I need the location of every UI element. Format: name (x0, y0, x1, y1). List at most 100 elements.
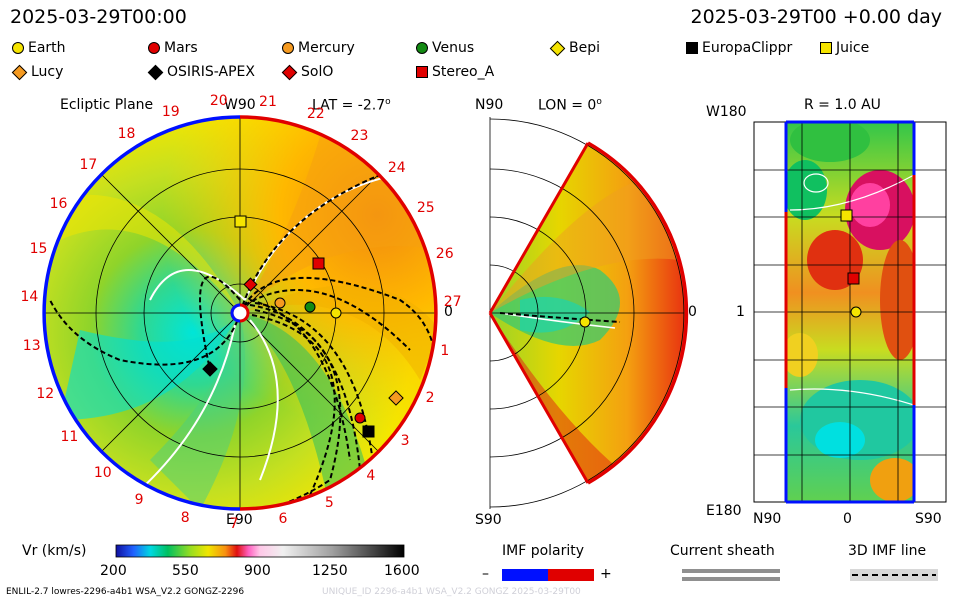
circle-marker-icon (12, 42, 24, 54)
legend-label: Stereo_A (432, 64, 495, 80)
carrington-label: 21 (259, 93, 277, 110)
meridional-panel (488, 117, 689, 509)
carrington-label: 14 (20, 289, 39, 306)
legend-item-juice: Juice (820, 40, 869, 56)
ecl-mercury (274, 297, 286, 309)
legend-label: Mercury (298, 40, 355, 56)
carrington-label: 16 (49, 195, 68, 212)
carrington-label: 3 (400, 432, 410, 449)
carrington-label: 25 (416, 200, 435, 217)
carrington-label: 22 (306, 105, 325, 122)
colorbar-tick-200: 200 (100, 563, 127, 579)
legend-label: Venus (432, 40, 475, 56)
meridional-lon-label: LON = 0o (538, 97, 602, 114)
radial-x-label-0: 0 (843, 511, 852, 527)
imf-negative-swatch (502, 569, 548, 581)
carrington-label: 1 (440, 343, 450, 360)
ecliptic-title: Ecliptic Plane (60, 97, 154, 113)
ecl-earth (330, 307, 342, 319)
meridional-right-label: 0 (688, 304, 697, 320)
footer-right: UNIQUE_ID 2296-a4b1 WSA_V2.2 GONGZ 2025-… (322, 587, 581, 597)
legend-item-europaclippr: EuropaClippr (686, 40, 792, 56)
footer-left: ENLIL-2.7 lowres-2296-a4b1 WSA_V2.2 GONG… (6, 587, 245, 597)
ecliptic-bottom-label: E90 (226, 512, 253, 528)
legend-item-mercury: Mercury (282, 40, 355, 56)
sheath-line-1 (682, 569, 780, 573)
carrington-label: 18 (117, 125, 136, 142)
radial-bottom-label: E180 (706, 503, 742, 519)
carrington-label: 11 (60, 428, 79, 445)
carrington-label: 20 (209, 93, 228, 110)
date-right: 2025-03-29T00 +0.00 day (690, 6, 942, 28)
carrington-label: 2 (425, 390, 435, 407)
ecl-stereo-a (312, 257, 325, 270)
legend-item-osiris-apex: OSIRIS-APEX (147, 64, 255, 80)
ecl-solo (243, 277, 258, 292)
carrington-label: 27 (443, 294, 462, 311)
meridional-bottom-label: S90 (475, 512, 502, 528)
legend-label: Bepi (569, 40, 600, 56)
carrington-label: 12 (36, 385, 55, 402)
carrington-label: 17 (79, 156, 98, 173)
radial-x-label-n90: N90 (753, 511, 782, 527)
colorbar-tick-1250: 1250 (312, 563, 348, 579)
imf-minus: – (482, 566, 489, 582)
colorbar-title: Vr (km/s) (22, 543, 87, 559)
ecliptic-top-label: W90 (224, 97, 256, 113)
legend-label: Mars (164, 40, 198, 56)
ecliptic-panel (42, 115, 438, 511)
colorbar-tick-1600: 1600 (384, 563, 420, 579)
imf-title: IMF polarity (502, 543, 585, 559)
carrington-label: 5 (324, 494, 334, 511)
ecliptic-lat-label: LAT = -2.7o (312, 97, 391, 114)
date-left: 2025-03-29T00:00 (10, 6, 187, 28)
legend-item-mars: Mars (148, 40, 198, 56)
carrington-label: 4 (366, 467, 376, 484)
imf-plus: + (600, 566, 612, 582)
radial-mid-label: 1 (736, 304, 745, 320)
square-marker-icon (416, 66, 428, 78)
legend-label: EuropaClippr (702, 40, 793, 56)
colorbar-tick-550: 550 (172, 563, 199, 579)
radial-panel (753, 120, 947, 504)
ecl-mars (354, 412, 366, 424)
carrington-label: 26 (435, 245, 454, 262)
legend-item-lucy: Lucy (11, 64, 64, 80)
ecl-osiris-apex (202, 361, 218, 377)
ecl-lucy (388, 390, 404, 406)
ecl-venus (304, 301, 316, 313)
carrington-label: 6 (278, 510, 288, 527)
radial-top-label: W180 (706, 104, 747, 120)
sheath-line-2 (682, 577, 780, 581)
carrington-label: 8 (180, 509, 190, 526)
carrington-label: 19 (161, 103, 180, 120)
legend-item-venus: Venus (416, 40, 474, 56)
carrington-label: 10 (93, 464, 112, 481)
imfline-title: 3D IMF line (848, 543, 927, 559)
legend-item-solo: SolO (281, 64, 334, 80)
legend-label: Earth (28, 40, 66, 56)
radial-x-label-s90: S90 (915, 511, 942, 527)
legend-label: Lucy (31, 64, 64, 80)
radial-title: R = 1.0 AU (804, 97, 881, 113)
legend-label: Juice (836, 40, 870, 56)
colorbar-strip (115, 544, 405, 558)
colorbar-tick-900: 900 (244, 563, 271, 579)
legend-label: SolO (301, 64, 334, 80)
circle-marker-icon (416, 42, 428, 54)
square-marker-icon (686, 42, 698, 54)
carrington-label: 15 (29, 240, 48, 257)
sheath-title: Current sheath (670, 543, 775, 559)
carrington-label: 13 (22, 338, 41, 355)
carrington-label: 23 (350, 128, 369, 145)
legend-label: OSIRIS-APEX (167, 64, 255, 80)
ecliptic-right-label: 0 (444, 304, 453, 320)
legend-item-earth: Earth (12, 40, 66, 56)
ecl-juice (234, 215, 247, 228)
square-marker-icon (820, 42, 832, 54)
imf-positive-swatch (548, 569, 594, 581)
legend-item-stereo-a: Stereo_A (416, 64, 494, 80)
circle-marker-icon (148, 42, 160, 54)
circle-marker-icon (282, 42, 294, 54)
